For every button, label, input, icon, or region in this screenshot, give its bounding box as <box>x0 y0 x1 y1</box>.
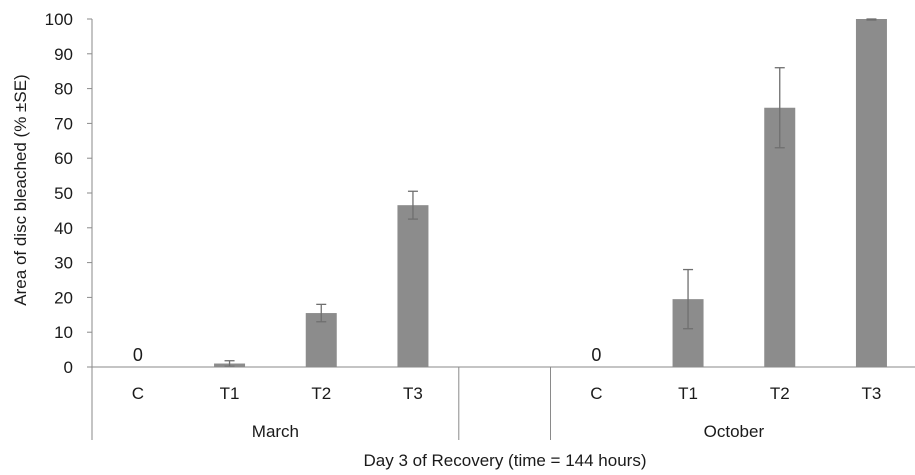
x-tick-label: C <box>132 384 144 403</box>
data-label: 0 <box>591 345 601 365</box>
data-label: 0 <box>133 345 143 365</box>
x-tick-label: C <box>590 384 602 403</box>
y-tick-label: 80 <box>54 80 73 99</box>
y-tick-label: 60 <box>54 149 73 168</box>
x-tick-label: T1 <box>220 384 240 403</box>
error-bar <box>866 18 877 21</box>
error-bar <box>316 303 327 323</box>
error-bar <box>407 190 418 220</box>
y-tick-label: 0 <box>64 358 73 377</box>
x-group-label: October <box>704 422 765 441</box>
y-axis-title: Area of disc bleached (% ±SE) <box>11 74 30 305</box>
y-tick-label: 10 <box>54 323 73 342</box>
error-bar <box>683 268 694 330</box>
y-tick-label: 20 <box>54 288 73 307</box>
error-bar <box>224 360 235 367</box>
bar <box>764 107 796 368</box>
y-tick-label: 50 <box>54 184 73 203</box>
error-bar <box>774 67 785 149</box>
x-group-label: March <box>252 422 299 441</box>
y-tick-label: 90 <box>54 45 73 64</box>
x-axis: C T1 T2 T3 C T1 T2 T3 March October <box>91 366 915 441</box>
bar <box>855 19 887 367</box>
y-tick-label: 30 <box>54 254 73 273</box>
x-tick-label: T3 <box>403 384 423 403</box>
x-tick-label: T3 <box>862 384 882 403</box>
y-tick-label: 100 <box>45 10 73 29</box>
x-tick-label: T2 <box>770 384 790 403</box>
x-axis-title: Day 3 of Recovery (time = 144 hours) <box>364 451 647 470</box>
y-axis: 0 10 20 30 40 50 60 70 80 90 100 <box>45 10 93 377</box>
x-tick-label: T2 <box>311 384 331 403</box>
y-tick-label: 40 <box>54 219 73 238</box>
x-tick-label: T1 <box>678 384 698 403</box>
bar <box>397 205 429 367</box>
y-tick-label: 70 <box>54 114 73 133</box>
